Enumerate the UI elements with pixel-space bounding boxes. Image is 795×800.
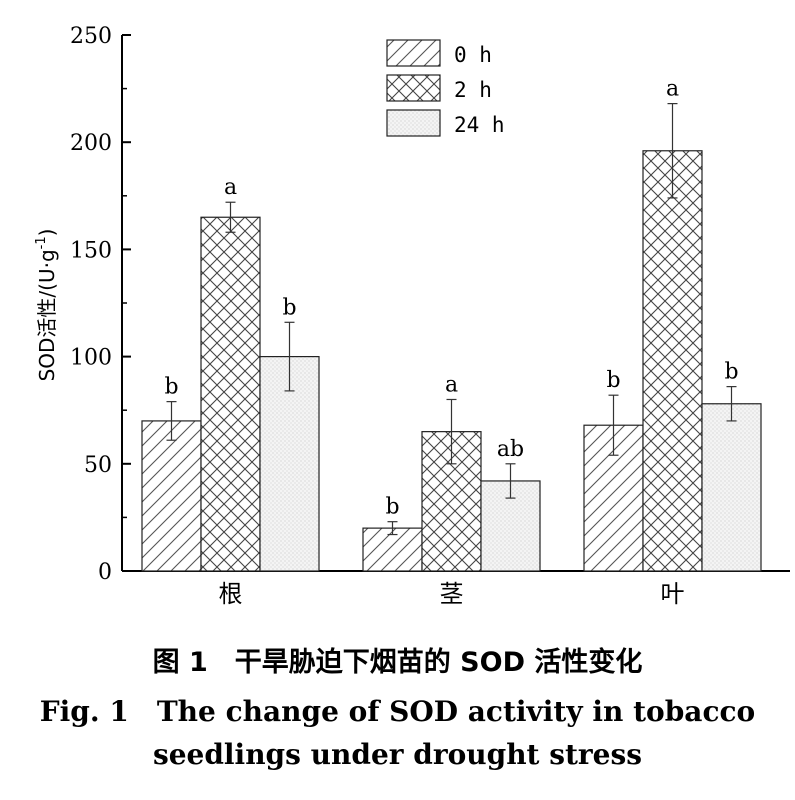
y-axis-title-close: ) (35, 229, 59, 237)
figure-caption-en-line1: Fig. 1 The change of SOD activity in tob… (39, 695, 756, 728)
significance-label: b (606, 368, 620, 393)
y-tick-label: 100 (70, 346, 112, 371)
legend: 0 h 2 h 24 h (386, 39, 505, 137)
bar (200, 216, 261, 572)
y-tick-label: 0 (98, 560, 112, 585)
y-axis-title: SOD活性/(U·g-1) (34, 229, 59, 382)
legend-swatch (386, 39, 441, 67)
significance-label: b (724, 360, 738, 385)
bar (141, 420, 202, 572)
significance-label: b (385, 495, 399, 520)
figure-caption-en-line2: seedlings under drought stress (152, 738, 643, 771)
figure-caption-cn: 图 1 干旱胁迫下烟苗的 SOD 活性变化 (152, 647, 643, 678)
y-tick-label: 50 (84, 453, 112, 478)
significance-label: b (282, 295, 296, 320)
significance-label: b (164, 375, 178, 400)
bar (259, 356, 320, 572)
legend-swatch (386, 109, 441, 137)
bar (701, 403, 762, 572)
x-category-label: 叶 (661, 580, 685, 608)
y-tick-label: 250 (70, 24, 112, 49)
significance-label: a (445, 372, 458, 397)
sod-bar-chart: 050100150200250 根茎叶 bbbaaababb 0 h2 h24 … (34, 24, 790, 608)
significance-label: a (224, 175, 237, 200)
legend-entry-label: 0 h (454, 43, 492, 67)
y-axis-title-sup: -1 (34, 236, 49, 249)
y-axis: 0 50 100 150 200 250 (70, 24, 131, 585)
y-tick-label: 200 (70, 131, 112, 156)
significance-label: ab (497, 437, 524, 462)
x-category-label: 茎 (440, 580, 464, 608)
y-tick-label: 150 (70, 238, 112, 263)
bar (642, 150, 703, 572)
significance-label: a (666, 77, 679, 102)
x-category-label: 根 (219, 580, 243, 608)
legend-entry-label: 24 h (454, 113, 505, 137)
legend-swatch (386, 74, 441, 102)
y-axis-title-main: SOD活性/(U·g (35, 249, 59, 381)
legend-entry-label: 2 h (454, 78, 492, 102)
bar (362, 527, 423, 572)
